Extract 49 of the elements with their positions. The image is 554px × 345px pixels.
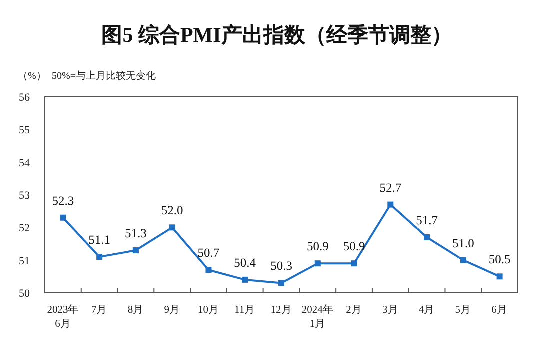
x-tick-label: 10月 <box>198 304 220 316</box>
data-label: 51.0 <box>452 236 474 250</box>
data-label: 51.7 <box>416 213 438 228</box>
y-tick-label: 53 <box>19 190 30 202</box>
x-tick-label: 6月 <box>492 304 508 316</box>
point <box>242 276 248 283</box>
chart-title: 图5 综合PMI产出指数（经季节调整） <box>102 23 452 47</box>
data-label: 50.3 <box>270 259 292 274</box>
x-tick-label: 2月 <box>346 304 362 316</box>
point <box>351 260 358 267</box>
data-label: 52.0 <box>161 204 184 218</box>
data-label: 50.9 <box>343 240 366 254</box>
y-tick-label: 56 <box>19 92 30 104</box>
point <box>424 234 430 240</box>
point <box>496 274 503 280</box>
y-tick-label: 51 <box>19 255 30 268</box>
data-label: 51.1 <box>88 233 111 248</box>
x-tick-label: 8月 <box>128 304 144 316</box>
y-tick-label: 52 <box>19 222 30 235</box>
point <box>206 267 212 274</box>
x-tick-label: 12月 <box>270 304 292 316</box>
y-tick-label: 50 <box>19 288 30 300</box>
point <box>96 254 103 260</box>
y-axis-title: （%） <box>18 71 46 82</box>
data-label: 51.3 <box>125 226 147 241</box>
point <box>388 202 394 208</box>
point <box>460 257 466 264</box>
data-label: 52.7 <box>380 180 402 195</box>
y-tick-label: 54 <box>19 157 30 170</box>
x-tick-label: 3月 <box>382 304 399 316</box>
data-label: 52.3 <box>52 194 74 208</box>
x-tick-label: 2024年 1月 <box>302 304 334 330</box>
x-tick-label: 11月 <box>234 304 256 316</box>
point <box>169 224 176 231</box>
x-tick-label: 5月 <box>455 304 472 316</box>
x-tick-label: 9月 <box>164 304 180 316</box>
chart-subtitle: 50%=与上月比较无变化 <box>52 70 156 82</box>
data-label: 50.5 <box>488 252 511 267</box>
point <box>278 280 284 286</box>
x-tick-label: 7月 <box>91 304 108 316</box>
point <box>60 214 66 221</box>
data-label: 50.9 <box>306 240 329 254</box>
x-tick-label: 2023年 6月 <box>47 304 80 330</box>
point <box>314 260 321 267</box>
point <box>132 248 139 254</box>
x-tick-label: 4月 <box>418 304 436 316</box>
data-label: 50.7 <box>198 246 220 260</box>
y-tick-label: 55 <box>19 124 30 137</box>
data-label: 50.4 <box>234 256 257 270</box>
